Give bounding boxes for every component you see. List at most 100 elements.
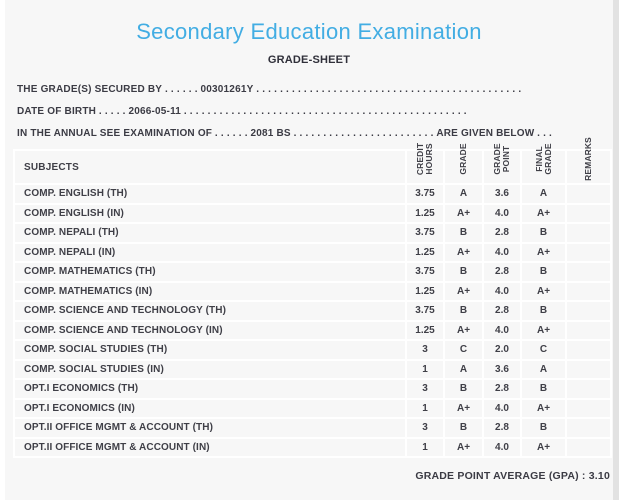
page-subtitle: GRADE-SHEET [267,54,351,66]
grade-sheet-page: Secondary Education Examination GRADE-SH… [5,0,613,500]
info-line-date-of-birth: DATE OF BIRTH . . . . . 2066-05-11 . . .… [17,101,605,123]
grade-point-cell: 2.8 [482,222,522,244]
info-label: DATE OF BIRTH [17,106,97,117]
final-grade-cell: B [520,222,567,244]
dots: . . . . . . . . . . . . . . . . . . . . … [256,84,522,95]
grade-cell: A+ [443,241,484,263]
grade-cell: A+ [443,280,484,302]
remarks-cell [565,339,612,361]
credit-hours-cell: 3.75 [405,261,445,283]
subject-cell: COMP. MATHEMATICS (IN) [13,280,407,302]
table-row: COMP. NEPALI (IN) 1.25 A+ 4.0 A+ [13,241,612,263]
remarks-cell [565,319,612,341]
grade-point-cell: 2.8 [482,261,522,283]
info-label: IN THE ANNUAL SEE EXAMINATION OF [17,128,213,139]
grade-point-cell: 2.8 [482,417,522,439]
subject-cell: COMP. SCIENCE AND TECHNOLOGY (IN) [13,319,407,341]
dots: . . . . . . . . . . . . . . . . . . . . … [293,128,434,139]
subject-cell: OPT.I ECONOMICS (IN) [13,397,407,419]
table-row: OPT.I ECONOMICS (TH) 3 B 2.8 B [13,378,612,400]
credit-hours-cell: 1.25 [405,202,445,224]
grade-point-column-header: GRADE POINT [482,143,522,185]
header-row: SUBJECTS CREDIT HOURS GRADE GRADE POINT FIN… [13,137,612,185]
table-row: OPT.II OFFICE MGMT & ACCOUNT (IN) 1 A+ 4… [13,436,612,458]
grade-cell: B [443,378,484,400]
remarks-cell [565,222,612,244]
grade-cell: C [443,339,484,361]
subject-cell: COMP. ENGLISH (TH) [13,183,407,205]
credit-hours-cell: 1.25 [405,319,445,341]
subject-cell: COMP. NEPALI (IN) [13,241,407,263]
grade-cell: A+ [443,397,484,419]
table-row: OPT.II OFFICE MGMT & ACCOUNT (TH) 3 B 2.… [13,417,612,439]
credit-hours-cell: 3.75 [405,222,445,244]
final-grade-cell: A [520,183,567,205]
grade-point-cell: 4.0 [482,202,522,224]
remarks-cell [565,241,612,263]
final-grade-cell: A [520,358,567,380]
subject-cell: OPT.I ECONOMICS (TH) [13,378,407,400]
remarks-cell [565,261,612,283]
credit-hours-cell: 3 [405,339,445,361]
info-value-date-of-birth: 2066-05-11 [128,106,182,117]
gpa-value: 3.10 [588,470,610,482]
final-grade-cell: A+ [520,397,567,419]
grade-cell: A+ [443,202,484,224]
credit-hours-cell: 3 [405,378,445,400]
grade-point-cell: 3.6 [482,183,522,205]
table-row: COMP. MATHEMATICS (IN) 1.25 A+ 4.0 A+ [13,280,612,302]
dots: . . . . . . . . . . . . . . . . . . . . … [183,106,467,117]
subject-cell: COMP. SOCIAL STUDIES (IN) [13,358,407,380]
credit-hours-cell: 3.75 [405,300,445,322]
table-row: COMP. SOCIAL STUDIES (TH) 3 C 2.0 C [13,339,612,361]
remarks-column-header: REMARKS [565,137,612,185]
credit-hours-cell: 1.25 [405,280,445,302]
rotated-header-label: CREDIT HOURS [414,142,435,176]
final-grade-cell: A+ [520,241,567,263]
credit-hours-cell: 1 [405,436,445,458]
remarks-cell [565,378,612,400]
info-line-grades-secured-by: THE GRADE(S) SECURED BY . . . . . . 0030… [17,79,605,101]
table-row: COMP. SOCIAL STUDIES (IN) 1 A 3.6 A [13,358,612,380]
subject-cell: COMP. NEPALI (TH) [13,222,407,244]
subject-cell: COMP. MATHEMATICS (TH) [13,261,407,283]
dots: . . . . . . [164,84,198,95]
table-row: COMP. SCIENCE AND TECHNOLOGY (IN) 1.25 A… [13,319,612,341]
final-grade-cell: B [520,261,567,283]
remarks-cell [565,300,612,322]
remarks-cell [565,397,612,419]
final-grade-cell: A+ [520,202,567,224]
table-row: COMP. ENGLISH (TH) 3.75 A 3.6 A [13,183,612,205]
credit-hours-cell: 3.75 [405,183,445,205]
rotated-header-label: GRADE [457,143,468,175]
table-row: COMP. MATHEMATICS (TH) 3.75 B 2.8 B [13,261,612,283]
grade-cell: A [443,358,484,380]
grade-point-cell: 4.0 [482,280,522,302]
credit-hours-cell: 1 [405,397,445,419]
final-grade-cell: A+ [520,280,567,302]
subject-cell: COMP. SOCIAL STUDIES (TH) [13,339,407,361]
subject-cell: COMP. SCIENCE AND TECHNOLOGY (TH) [13,300,407,322]
table-row: OPT.I ECONOMICS (IN) 1 A+ 4.0 A+ [13,397,612,419]
rotated-header-label: FINAL GRADE [533,143,553,175]
remarks-cell [565,417,612,439]
credit-hours-cell: 1.25 [405,241,445,263]
credit-hours-column-header: CREDIT HOURS [405,143,445,185]
grade-point-cell: 3.6 [482,358,522,380]
credit-hours-cell: 3 [405,417,445,439]
final-grade-column-header: FINAL GRADE [520,143,567,185]
subject-cell: OPT.II OFFICE MGMT & ACCOUNT (IN) [13,436,407,458]
gpa-label: GRADE POINT AVERAGE (GPA) : [415,470,586,482]
info-line-examination-year: IN THE ANNUAL SEE EXAMINATION OF . . . .… [17,123,605,145]
dots: . . . . . [98,106,126,117]
final-grade-cell: B [520,378,567,400]
remarks-cell [565,358,612,380]
table-row: COMP. ENGLISH (IN) 1.25 A+ 4.0 A+ [13,202,612,224]
page-edge-strip [613,0,619,500]
grade-cell: B [443,222,484,244]
remarks-cell [565,183,612,205]
grade-point-cell: 2.8 [482,378,522,400]
grade-table-body: COMP. ENGLISH (TH) 3.75 A 3.6 A COMP. EN… [13,183,612,458]
info-value-exam-year: 2081 BS [250,128,291,139]
grade-point-cell: 4.0 [482,319,522,341]
